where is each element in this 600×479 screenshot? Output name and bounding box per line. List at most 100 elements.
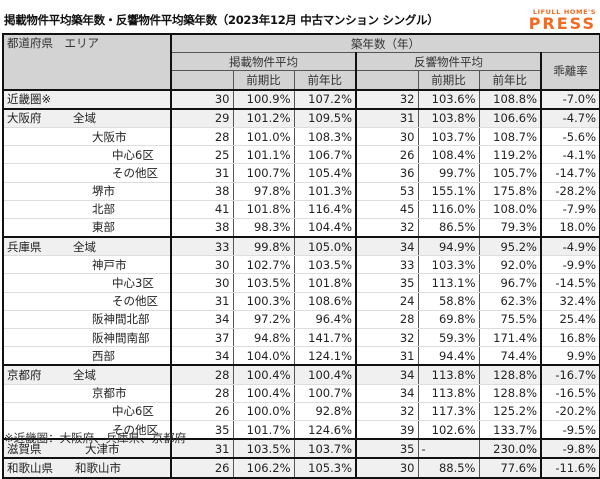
area-cell: 大阪府 全域: [3, 107, 172, 128]
area-cell: 兵庫県 全域: [3, 236, 172, 257]
area-cell: 神戸市: [3, 255, 172, 275]
response-qoq-cell: 69.8%: [418, 310, 480, 330]
response-qoq-cell: 103.6%: [418, 88, 480, 110]
listed-qoq-cell: 97.2%: [233, 310, 295, 330]
listed-yoy-cell: 96.4%: [294, 310, 357, 330]
listed-qoq-cell: 101.1%: [233, 145, 295, 165]
response-qoq-cell: 94.4%: [418, 346, 480, 366]
response-qoq-cell: 113.1%: [418, 273, 480, 293]
area-cell: 中心3区: [3, 273, 172, 293]
listed-yoy-cell: 101.8%: [294, 273, 357, 293]
area-label: 和歌山市: [75, 460, 121, 475]
listed-qoq-cell: 100.4%: [233, 364, 295, 385]
response-qoq-cell: 113.8%: [418, 364, 480, 385]
listed-yoy-cell: 124.1%: [294, 346, 357, 366]
response-yoy-cell: 108.8%: [479, 88, 542, 110]
area-cell: その他区: [3, 292, 172, 311]
response-age-cell: 33: [356, 255, 419, 275]
area-cell: 堺市: [3, 182, 172, 201]
header-listed: 掲載物件平均: [170, 52, 357, 72]
table-row: 北部 41 101.8% 116.4% 45 116.0% 108.0% -7.9%: [3, 200, 600, 219]
listed-qoq-cell: 100.7%: [233, 163, 295, 183]
listed-yoy-cell: 104.4%: [294, 218, 357, 238]
response-age-cell: 34: [356, 236, 419, 257]
response-age-cell: 53: [356, 182, 419, 201]
response-age-cell: 30: [356, 127, 419, 147]
response-age-cell: 24: [356, 292, 419, 311]
response-age-cell: 28: [356, 310, 419, 330]
header-response-yoy: 前年比: [478, 70, 542, 91]
listed-age-cell: 26: [171, 457, 234, 479]
listed-age-cell: 41: [171, 200, 234, 219]
response-qoq-cell: 155.1%: [418, 182, 480, 201]
response-qoq-cell: 103.8%: [418, 107, 480, 128]
response-qoq-cell: 86.5%: [418, 218, 480, 238]
table-row: 兵庫県 全域 33 99.8% 105.0% 34 94.9% 95.2% -4.9%: [3, 236, 600, 257]
header-area: 都道府県 エリア: [2, 33, 172, 91]
prefecture-label: 京都府: [7, 367, 42, 382]
listed-yoy-cell: 105.3%: [294, 457, 357, 479]
lifull-press-logo: LIFULL HOME'S PRESS: [529, 8, 596, 32]
response-age-cell: 34: [356, 384, 419, 403]
listed-yoy-cell: 105.4%: [294, 163, 357, 183]
table-row: その他区 31 100.7% 105.4% 36 99.7% 105.7% -14.7%: [3, 163, 600, 183]
listed-yoy-cell: 103.7%: [294, 438, 357, 459]
divergence-cell: -4.7%: [541, 107, 600, 128]
area-label: 中心6区: [112, 147, 154, 162]
listed-qoq-cell: 101.7%: [233, 420, 295, 440]
area-cell: 西部: [3, 346, 172, 366]
response-age-cell: 45: [356, 200, 419, 219]
area-cell: 近畿圏※: [3, 88, 172, 110]
table-row: 中心6区 26 100.0% 92.8% 32 117.3% 125.2% -20.2%: [3, 402, 600, 421]
table-row: 阪神間南部 37 94.8% 141.7% 32 59.3% 171.4% 16.8%: [3, 328, 600, 348]
listed-age-cell: 38: [171, 182, 234, 201]
listed-yoy-cell: 92.8%: [294, 402, 357, 421]
area-label: 堺市: [92, 184, 115, 199]
building-age-table: 都道府県 エリア 築年数（年） 掲載物件平均 反響物件平均 乖離率 前期比 前年…: [2, 33, 600, 479]
listed-age-cell: 30: [171, 255, 234, 275]
listed-qoq-cell: 101.8%: [233, 200, 295, 219]
listed-yoy-cell: 116.4%: [294, 200, 357, 219]
prefecture-label: 和歌山県: [7, 460, 53, 475]
response-age-cell: 35: [356, 273, 419, 293]
response-qoq-cell: 102.6%: [418, 420, 480, 440]
area-label: 神戸市: [92, 257, 127, 272]
listed-yoy-cell: 106.7%: [294, 145, 357, 165]
divergence-cell: 9.9%: [541, 346, 600, 366]
listed-yoy-cell: 100.4%: [294, 364, 357, 385]
area-cell: 東部: [3, 218, 172, 238]
listed-qoq-cell: 101.2%: [233, 107, 295, 128]
response-yoy-cell: 108.7%: [479, 127, 542, 147]
response-qoq-cell: 108.4%: [418, 145, 480, 165]
listed-yoy-cell: 124.6%: [294, 420, 357, 440]
response-qoq-cell: 103.7%: [418, 127, 480, 147]
divergence-cell: -5.6%: [541, 127, 600, 147]
response-yoy-cell: 128.8%: [479, 364, 542, 385]
response-yoy-cell: 79.3%: [479, 218, 542, 238]
response-age-cell: 32: [356, 88, 419, 110]
area-label: 全域: [73, 239, 96, 254]
divergence-cell: -14.7%: [541, 163, 600, 183]
area-label: その他区: [112, 165, 158, 180]
listed-yoy-cell: 105.0%: [294, 236, 357, 257]
listed-qoq-cell: 100.3%: [233, 292, 295, 311]
listed-qoq-cell: 106.2%: [233, 457, 295, 479]
header-divergence: 乖離率: [540, 52, 600, 91]
area-label: 全域: [73, 111, 96, 126]
listed-age-cell: 34: [171, 310, 234, 330]
listed-qoq-cell: 100.4%: [233, 384, 295, 403]
area-cell: 北部: [3, 200, 172, 219]
area-label: その他区: [112, 422, 158, 437]
listed-qoq-cell: 99.8%: [233, 236, 295, 257]
divergence-cell: -16.5%: [541, 384, 600, 403]
listed-yoy-cell: 103.5%: [294, 255, 357, 275]
area-cell: 阪神間南部: [3, 328, 172, 348]
listed-age-cell: 28: [171, 384, 234, 403]
area-label: 阪神間南部: [92, 330, 150, 345]
table-row: 中心3区 30 103.5% 101.8% 35 113.1% 96.7% -14.5%: [3, 273, 600, 293]
response-yoy-cell: 77.6%: [479, 457, 542, 479]
listed-age-cell: 33: [171, 236, 234, 257]
response-yoy-cell: 133.7%: [479, 420, 542, 440]
header-response: 反響物件平均: [355, 52, 542, 72]
divergence-cell: -9.5%: [541, 420, 600, 440]
